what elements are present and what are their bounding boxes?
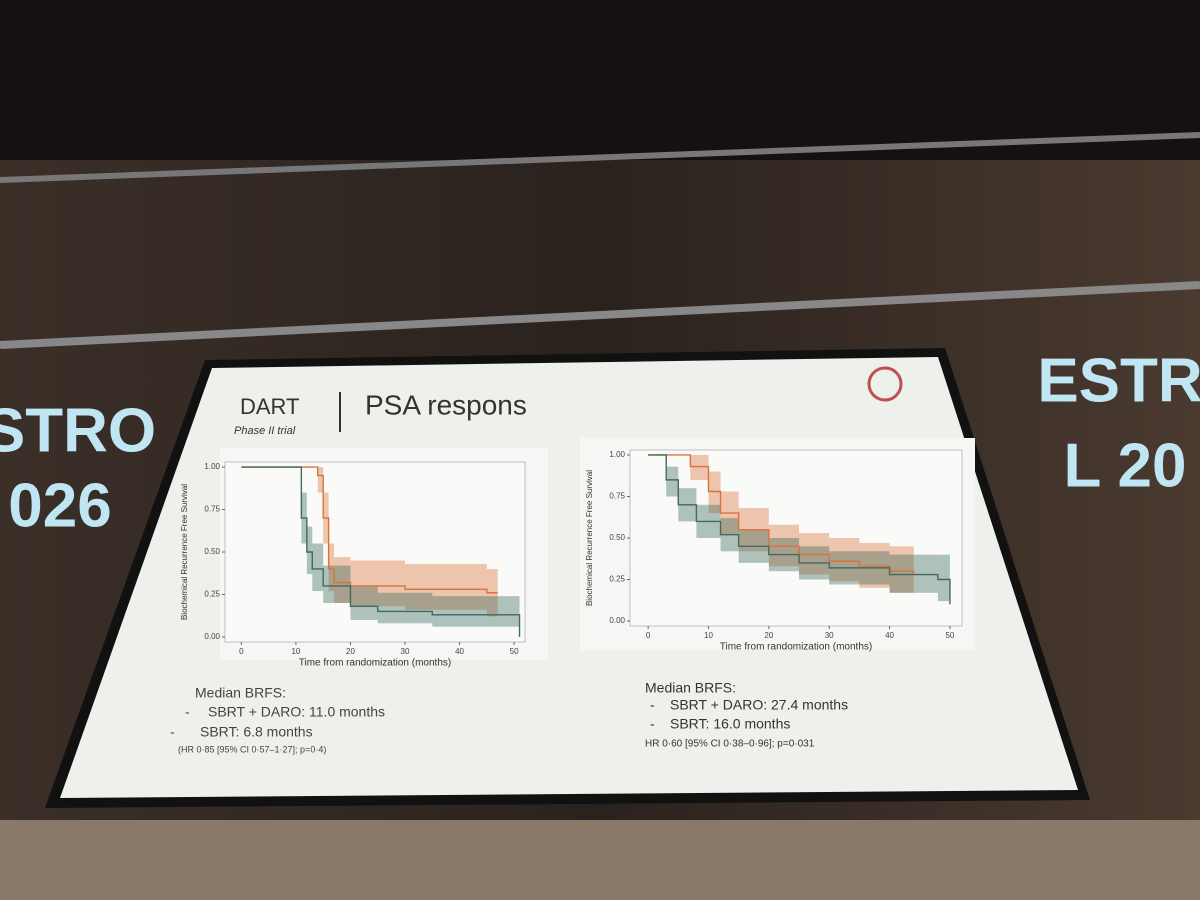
confidence-band [350,585,378,620]
x-axis-label: Time from randomization (months) [299,658,451,669]
x-tick-label: 0 [239,647,244,656]
x-axis-label: Time from randomization (months) [720,642,872,653]
truss [0,281,1200,349]
x-tick-label: 40 [455,647,464,656]
confidence-band [889,546,914,593]
slide-title: PSA respons [365,389,527,420]
y-tick-label: 0.50 [609,533,625,542]
survival-line [648,454,951,605]
x-tick-label: 0 [646,631,651,640]
confidence-band [350,560,405,607]
x-tick-label: 40 [885,631,894,640]
confidence-band [377,592,433,624]
x-tick-label: 10 [291,647,300,656]
curtain-lower [0,820,1200,900]
y-tick-label: 0.00 [609,616,625,625]
confidence-band [306,526,313,575]
confidence-band [514,596,520,627]
survival-line [241,466,498,594]
confidence-band [334,557,351,603]
notes-heading: Median BRFS: [195,685,286,701]
x-tick-label: 10 [704,631,713,640]
notes-item: SBRT: 6.8 months [200,724,313,740]
confidence-band [323,565,351,603]
confidence-band [829,538,860,582]
notes-item: SBRT + DARO: 11.0 months [208,704,385,720]
notes-footnote: HR 0·60 [95% CI 0·38–0·96]; p=0·031 [645,739,815,750]
x-tick-label: 30 [401,647,410,656]
y-tick-label: 0.25 [609,575,625,584]
backdrop-text: L 20 [1064,431,1187,500]
x-tick-label: 50 [945,631,954,640]
confidence-band [690,454,709,480]
confidence-band [708,471,721,514]
y-axis-label: Biochemical Recurrence Free Survival [585,470,594,606]
x-tick-label: 20 [764,631,773,640]
x-tick-label: 30 [825,631,834,640]
bullet: - [185,704,190,720]
backdrop-text: STRO [0,396,156,465]
logo [867,366,903,402]
notes-item: SBRT: 16.0 months [670,716,790,732]
bullet: - [170,724,175,740]
confidence-band [405,563,487,610]
survival-line [241,466,521,637]
bullet: - [650,697,655,713]
ceiling [0,0,1200,160]
confidence-band [666,466,679,497]
y-tick-label: 0.75 [609,492,625,501]
x-tick-label: 50 [510,647,519,656]
slide-sublabel: Phase II trial [234,425,296,437]
y-tick-label: 1.00 [609,450,625,459]
y-tick-label: 0.50 [204,547,220,556]
plot-area [629,449,963,627]
backdrop-text: ESTR [1037,346,1200,415]
bullet: - [650,716,655,732]
confidence-band [312,543,324,592]
notes-item: SBRT + DARO: 27.4 months [670,697,848,713]
y-tick-label: 0.75 [204,505,220,514]
confidence-band [317,467,324,493]
x-tick-label: 20 [346,647,355,656]
backdrop-text: 026 [8,471,111,540]
confidence-band [432,596,515,627]
y-axis-label: Biochemical Recurrence Free Survival [180,484,189,620]
y-tick-label: 0.25 [204,590,220,599]
y-tick-label: 0.00 [204,632,220,641]
confidence-band [937,554,950,602]
truss [0,132,1200,183]
notes-heading: Median BRFS: [645,680,736,696]
slide-label: DART [240,394,300,419]
y-tick-label: 1.00 [204,462,220,471]
survival-line [648,454,915,575]
confidence-band [328,543,335,592]
confidence-band [799,533,830,575]
confidence-band [859,542,890,588]
notes-footnote: (HR 0·85 [95% CI 0·57–1·27]; p=0·4) [178,744,326,754]
plot-area [224,461,526,643]
confidence-band [768,524,800,567]
